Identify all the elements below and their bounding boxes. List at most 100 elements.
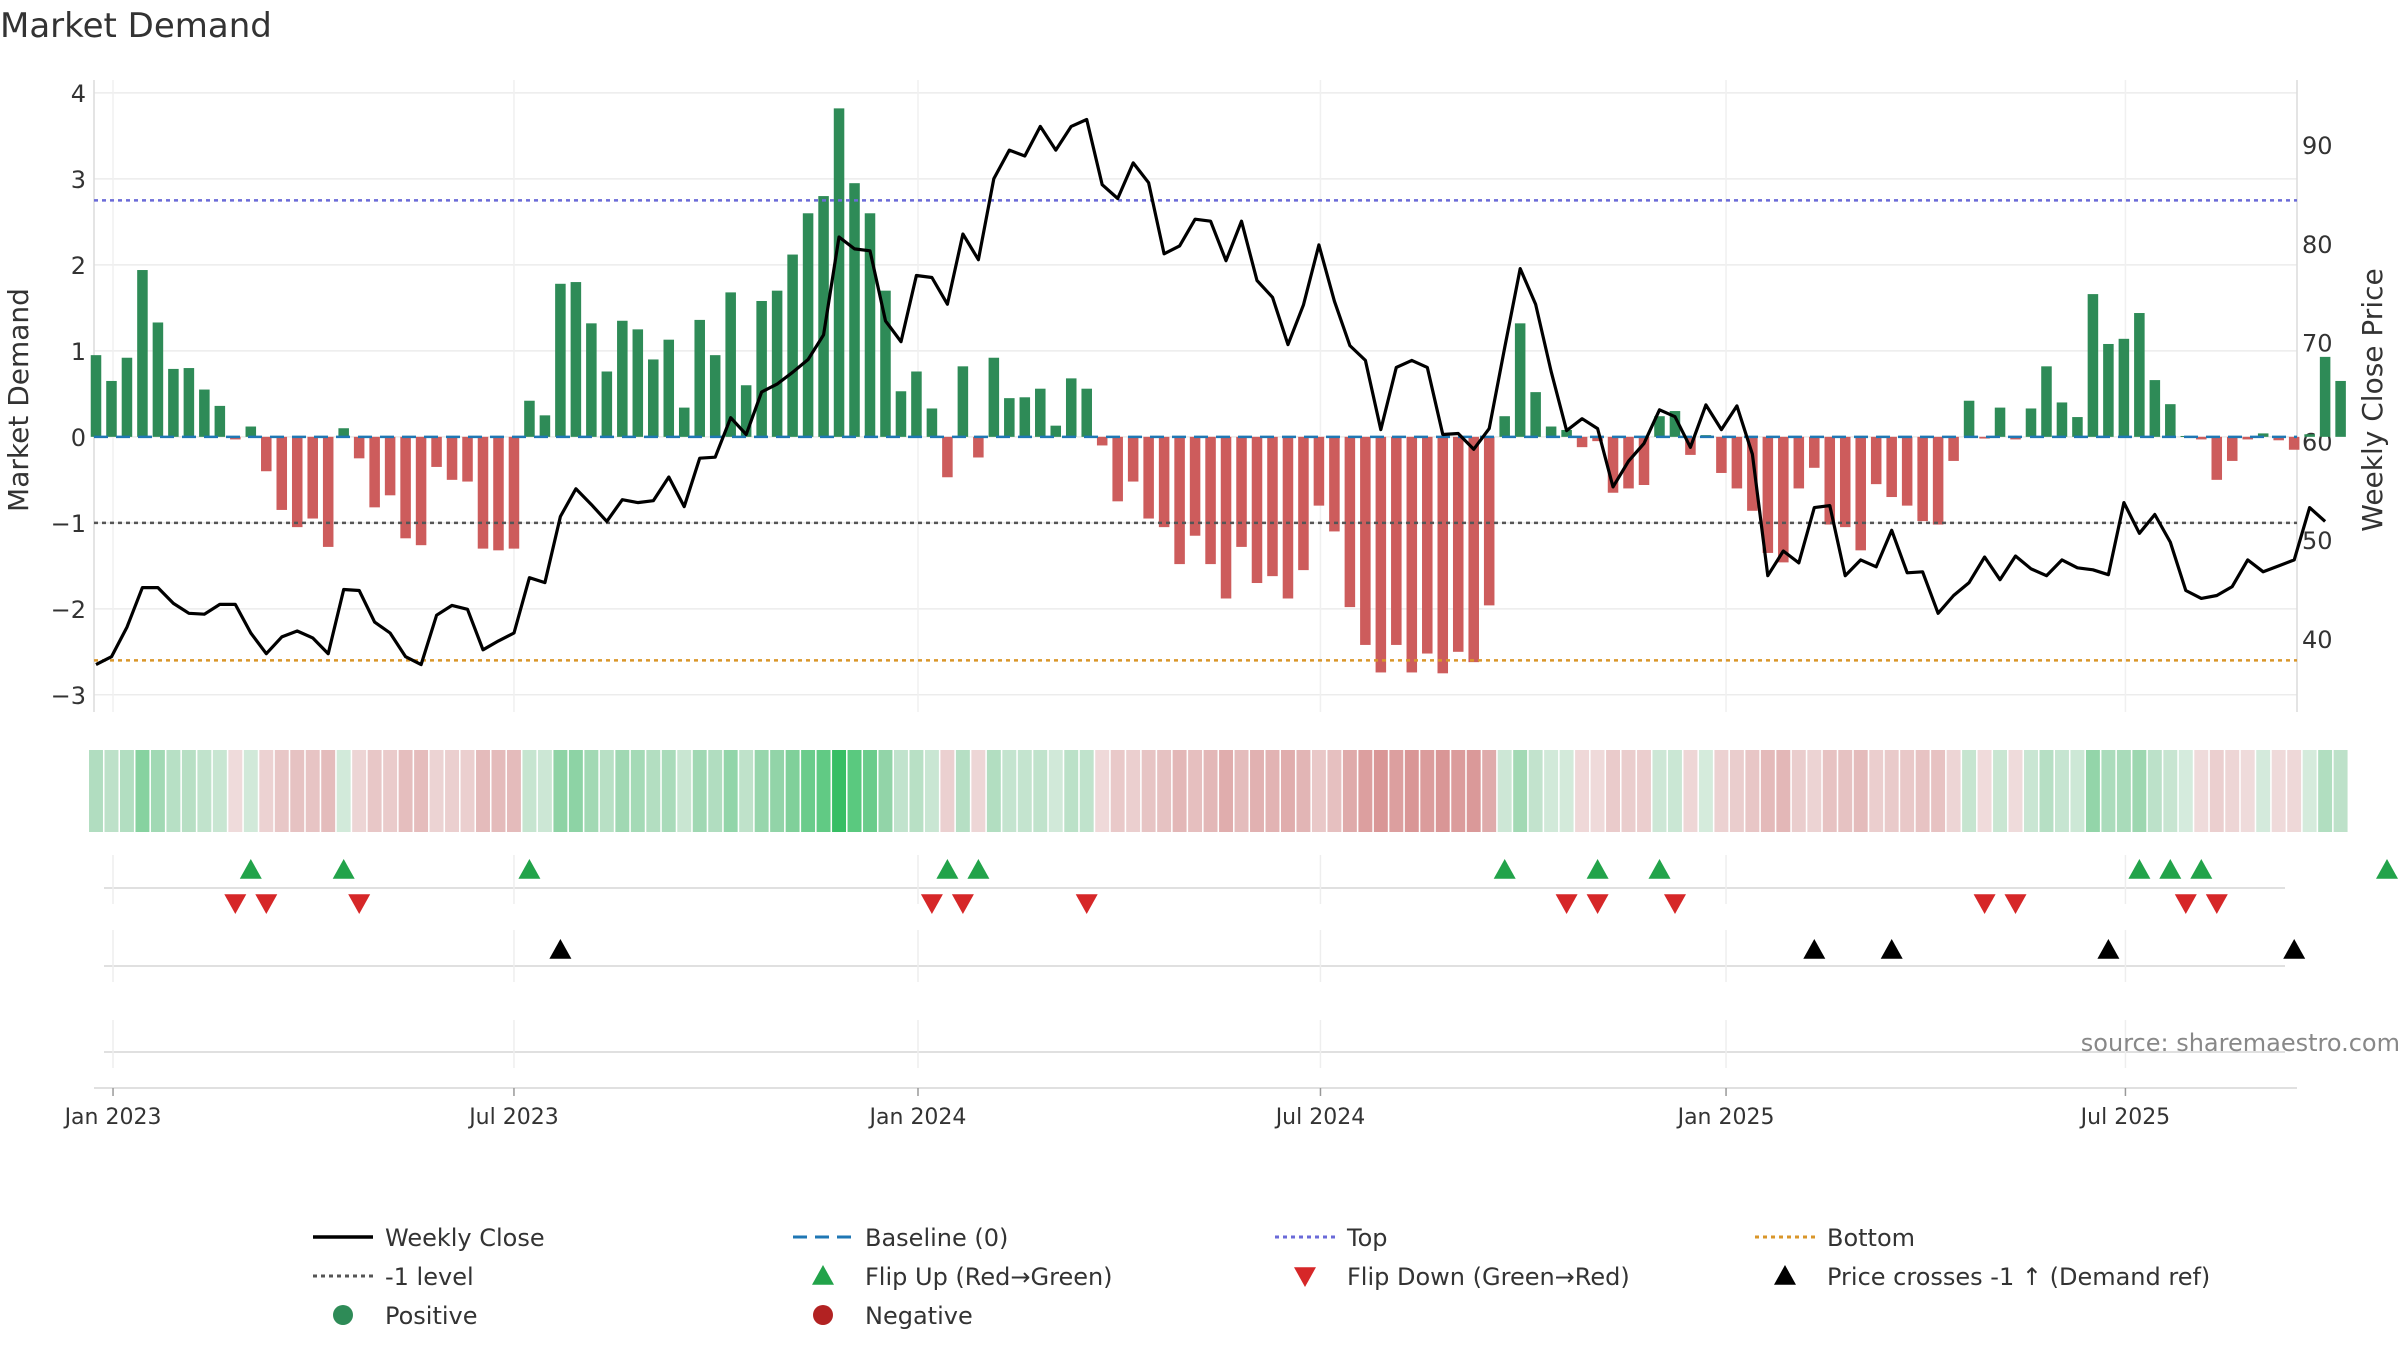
heat-cell <box>274 750 289 832</box>
demand-bar <box>1391 436 1402 645</box>
flip-up-marker <box>2128 859 2151 879</box>
heat-cell <box>1900 750 1915 832</box>
demand-bar <box>1824 436 1836 525</box>
demand-bar <box>168 368 179 437</box>
heat-cell <box>1157 750 1172 832</box>
x-tick-label: Jan 2025 <box>1676 1105 1775 1130</box>
heat-cell <box>1977 750 1992 832</box>
demand-bar <box>678 407 690 437</box>
flip-up-marker <box>518 859 541 879</box>
demand-bar <box>1855 436 1866 551</box>
heat-cell <box>615 750 630 832</box>
heat-cell <box>2024 750 2038 832</box>
heat-cell <box>135 750 150 832</box>
demand-bar <box>1406 436 1418 673</box>
demand-bar <box>1499 416 1510 437</box>
legend-label: Flip Down (Green→Red) <box>1347 1263 1630 1291</box>
flip-down-marker <box>348 894 371 914</box>
heat-cell <box>1048 750 1063 832</box>
legend: Weekly Close Baseline (0) Top Bottom -1 leve… <box>313 1224 2210 1330</box>
demand-bar <box>849 183 860 437</box>
demand-bar <box>1065 378 1077 437</box>
demand-bar <box>462 436 473 482</box>
demand-bar <box>493 436 504 551</box>
heat-cell <box>1234 750 1249 832</box>
legend-label: Baseline (0) <box>865 1224 1008 1252</box>
demand-bar <box>740 385 752 437</box>
heat-cell <box>1559 750 1574 832</box>
demand-bar <box>2257 433 2269 437</box>
demand-bar <box>694 319 705 437</box>
heat-cell <box>1745 750 1760 832</box>
price-cross-marker <box>2283 939 2306 959</box>
heat-cell <box>1064 750 1079 832</box>
left-y-ticks: 4 3 2 1 0 −1 −2 −3 <box>51 80 86 710</box>
heat-cell <box>2271 750 2286 832</box>
demand-bar <box>957 366 969 437</box>
heat-cell <box>2039 750 2054 832</box>
heat-cell <box>661 750 676 832</box>
heat-cell <box>1822 750 1837 832</box>
demand-bar <box>1483 436 1495 606</box>
demand-bar <box>2149 380 2161 437</box>
heat-cell <box>708 750 723 832</box>
demand-bar <box>942 436 953 478</box>
heat-cell <box>1729 750 1744 832</box>
demand-bar <box>230 436 241 440</box>
demand-bar <box>709 355 721 437</box>
heat-cell <box>1637 750 1651 832</box>
heat-cell <box>1807 750 1822 832</box>
plot-grid <box>93 80 2298 712</box>
flip-up-marker <box>1586 859 1609 879</box>
demand-bar <box>1592 436 1603 442</box>
heat-cell <box>476 750 490 832</box>
demand-bar <box>2010 436 2021 440</box>
heat-cell <box>398 750 413 832</box>
legend-label: -1 level <box>385 1263 474 1291</box>
demand-bar <box>245 426 257 437</box>
heat-cell <box>1017 750 1032 832</box>
demand-bar <box>911 371 922 437</box>
heat-cell <box>119 750 134 832</box>
demand-bar <box>539 415 551 437</box>
heat-cell <box>491 750 506 832</box>
heat-cell <box>321 750 336 832</box>
heat-cell <box>1760 750 1775 832</box>
heat-cell <box>1482 750 1497 832</box>
price-cross-marker <box>1880 939 1903 959</box>
heat-cell <box>801 750 816 832</box>
demand-bar <box>338 428 349 437</box>
demand-bar <box>2118 338 2130 437</box>
demand-bar <box>137 270 148 437</box>
demand-bar <box>214 405 226 437</box>
demand-bar <box>1205 436 1216 565</box>
left-tick-label: −2 <box>51 596 86 624</box>
heat-cell <box>166 750 181 832</box>
demand-bar <box>1313 436 1325 506</box>
demand-bar <box>1050 425 1062 437</box>
demand-bar <box>880 290 891 437</box>
heat-cell <box>89 750 103 832</box>
heat-cell <box>1373 750 1388 832</box>
demand-bar <box>1530 392 1541 437</box>
heat-cell <box>832 750 847 832</box>
heat-cell <box>2132 750 2147 832</box>
x-tick-label: Jul 2024 <box>1274 1105 1366 1130</box>
demand-bar <box>1174 436 1185 565</box>
demand-bar <box>1035 388 1046 437</box>
flip-up-marker <box>967 859 990 879</box>
heat-cell <box>445 750 460 832</box>
demand-bar <box>1298 436 1309 571</box>
heat-cell <box>630 750 645 832</box>
left-tick-label: −1 <box>51 510 86 538</box>
heat-cell <box>2225 750 2240 832</box>
heat-cell <box>1667 750 1682 832</box>
demand-bar <box>1143 436 1154 519</box>
heat-cell <box>1420 750 1435 832</box>
heat-cell <box>1404 750 1419 832</box>
demand-bar <box>1545 426 1557 437</box>
heat-cell <box>723 750 738 832</box>
heat-cell <box>1528 750 1543 832</box>
demand-bar <box>1112 436 1123 502</box>
source-note: source: sharemaestro.com <box>2081 1029 2400 1057</box>
